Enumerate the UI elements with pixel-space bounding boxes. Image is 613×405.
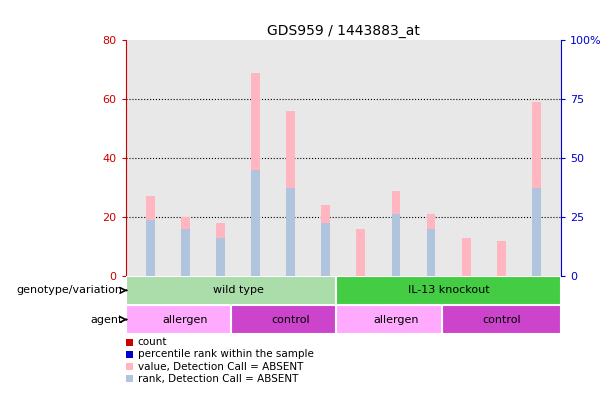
Bar [251,73,260,276]
Bar [497,241,506,276]
Bar [337,305,455,334]
Bar [392,190,400,276]
Bar [286,111,295,276]
Text: control: control [482,315,520,324]
Bar [126,305,245,334]
Bar [321,205,330,276]
Text: allergen: allergen [373,315,419,324]
Bar [146,196,154,276]
Text: genotype/variation: genotype/variation [17,286,123,295]
Bar [231,305,350,334]
Bar [462,238,471,276]
Bar [146,220,154,276]
Text: value, Detection Call = ABSENT: value, Detection Call = ABSENT [138,362,303,371]
Bar [181,229,189,276]
Bar [532,188,541,276]
Text: agent: agent [90,315,123,324]
Text: percentile rank within the sample: percentile rank within the sample [138,350,314,359]
Text: wild type: wild type [213,286,264,295]
Bar [216,223,225,276]
Bar [216,238,225,276]
Text: rank, Detection Call = ABSENT: rank, Detection Call = ABSENT [138,374,299,384]
Bar [532,102,541,276]
Bar [356,229,365,276]
Bar [427,214,435,276]
Bar [321,223,330,276]
Bar [337,276,561,305]
Bar [441,305,561,334]
Text: control: control [272,315,310,324]
Text: IL-13 knockout: IL-13 knockout [408,286,489,295]
Title: GDS959 / 1443883_at: GDS959 / 1443883_at [267,24,420,38]
Text: allergen: allergen [162,315,208,324]
Bar [392,214,400,276]
Bar [181,217,189,276]
Bar [427,229,435,276]
Text: count: count [138,337,167,347]
Bar [126,276,350,305]
Bar [286,188,295,276]
Bar [251,170,260,276]
